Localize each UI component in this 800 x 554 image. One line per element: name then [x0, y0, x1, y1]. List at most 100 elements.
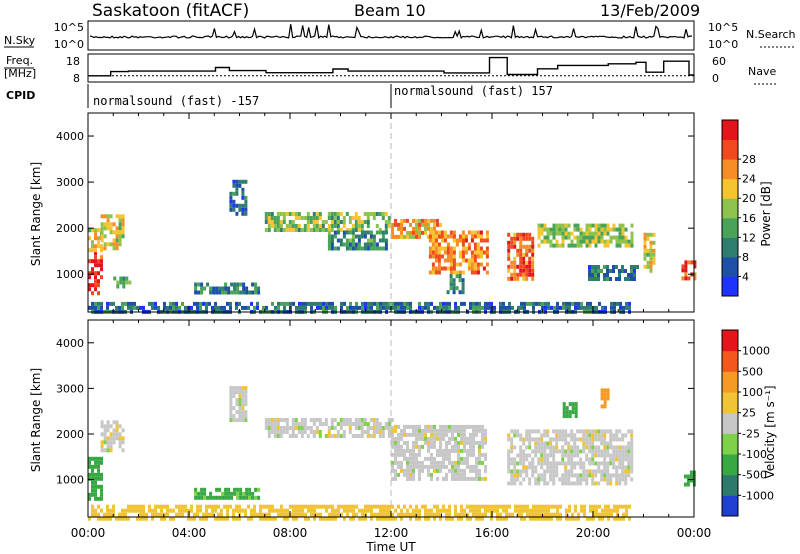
velocity-echo-cell: [606, 445, 610, 450]
velocity-echo-cell: [295, 516, 298, 521]
velocity-echo-cell: [448, 424, 451, 429]
power-echo-cell: [652, 252, 656, 257]
velocity-echo-cell: [349, 508, 352, 513]
power-echo-cell: [418, 222, 421, 227]
velocity-echo-cell: [558, 437, 562, 442]
power-echo-cell: [684, 268, 688, 273]
power-echo-cell: [315, 216, 319, 220]
velocity-echo-cell: [360, 426, 364, 430]
velocity-echo-cell: [193, 512, 196, 517]
velocity-echo-cell: [136, 504, 139, 509]
power-echo-cell: [544, 305, 547, 310]
velocity-echo-cell: [520, 508, 523, 513]
velocity-echo-cell: [448, 468, 451, 473]
velocity-echo-cell: [609, 473, 613, 478]
velocity-echo-cell: [91, 492, 94, 497]
colorbar-tick-label: 20: [742, 192, 756, 205]
power-echo-cell: [424, 305, 427, 310]
velocity-echo-cell: [588, 429, 592, 434]
velocity-echo-cell: [508, 512, 511, 517]
power-echo-cell: [157, 305, 160, 310]
power-echo-cell: [588, 265, 591, 269]
power-echo-cell: [106, 222, 110, 227]
power-echo-cell: [94, 305, 97, 310]
velocity-echo-cell: [576, 449, 580, 454]
velocity-echo-cell: [367, 504, 370, 509]
velocity-echo-cell: [478, 476, 481, 481]
power-echo-cell: [470, 266, 474, 271]
velocity-echo-cell: [172, 508, 175, 513]
power-echo-cell: [510, 264, 514, 269]
velocity-echo-cell: [163, 516, 166, 521]
velocity-echo-cell: [603, 400, 607, 405]
power-echo-cell: [248, 290, 252, 295]
velocity-echo-cell: [226, 516, 229, 521]
velocity-echo-cell: [348, 418, 352, 422]
velocity-echo-cell: [214, 516, 217, 521]
power-echo-cell: [507, 240, 511, 245]
power-echo-cell: [684, 260, 688, 265]
power-echo-cell: [601, 305, 604, 310]
power-echo-cell: [369, 246, 373, 251]
power-echo-cell: [505, 305, 508, 310]
velocity-echo-cell: [585, 481, 589, 486]
velocity-echo-cell: [588, 441, 592, 446]
velocity-echo-cell: [241, 410, 245, 415]
power-echo-cell: [212, 286, 216, 291]
velocity-echo-cell: [103, 424, 107, 429]
power-echo-cell: [473, 266, 477, 271]
power-echo-cell: [345, 246, 349, 251]
power-echo-cell: [649, 232, 653, 237]
power-echo-cell: [472, 301, 475, 306]
colorbar-swatch: [722, 412, 738, 434]
velocity-echo-cell: [412, 448, 415, 453]
power-echo-cell: [366, 224, 370, 228]
power-echo-cell: [291, 212, 295, 216]
velocity-echo-cell: [91, 512, 94, 517]
velocity-echo-cell: [525, 437, 529, 442]
velocity-echo-cell: [427, 428, 430, 433]
velocity-echo-cell: [363, 430, 367, 434]
power-echo-cell: [403, 301, 406, 306]
velocity-echo-cell: [427, 456, 430, 461]
velocity-echo-cell: [430, 432, 433, 437]
power-echo-cell: [594, 223, 598, 228]
velocity-echo-cell: [279, 434, 283, 438]
velocity-echo-cell: [307, 508, 310, 513]
power-echo-cell: [600, 269, 603, 273]
power-echo-cell: [538, 301, 541, 306]
velocity-echo-cell: [169, 516, 172, 521]
velocity-echo-cell: [451, 436, 454, 441]
velocity-echo-cell: [415, 436, 418, 441]
velocity-echo-cell: [319, 516, 322, 521]
power-echo-cell: [244, 203, 248, 208]
power-echo-cell: [241, 211, 245, 216]
velocity-echo-cell: [97, 496, 100, 501]
velocity-echo-cell: [445, 444, 448, 449]
velocity-echo-cell: [127, 508, 130, 513]
velocity-echo-cell: [615, 469, 619, 474]
velocity-echo-cell: [627, 473, 631, 478]
velocity-echo-cell: [564, 449, 568, 454]
velocity-echo-cell: [591, 445, 595, 450]
velocity-echo-cell: [94, 476, 97, 481]
velocity-echo-cell: [549, 473, 553, 478]
power-echo-cell: [282, 220, 286, 224]
power-echo-cell: [547, 305, 550, 310]
colorbar-swatch: [722, 178, 738, 199]
power-echo-cell: [403, 218, 406, 223]
power-echo-cell: [476, 230, 480, 235]
velocity-echo-cell: [630, 477, 634, 482]
velocity-echo-cell: [97, 460, 100, 465]
velocity-echo-cell: [352, 504, 355, 509]
power-echo-cell: [403, 234, 406, 239]
velocity-echo-cell: [357, 426, 361, 430]
velocity-echo-cell: [265, 512, 268, 517]
velocity-echo-cell: [439, 452, 442, 457]
velocity-echo-cell: [475, 468, 478, 473]
velocity-echo-cell: [585, 469, 589, 474]
power-echo-cell: [276, 228, 280, 232]
velocity-echo-cell: [591, 433, 595, 438]
power-echo-cell: [452, 290, 456, 295]
velocity-echo-cell: [313, 508, 316, 513]
